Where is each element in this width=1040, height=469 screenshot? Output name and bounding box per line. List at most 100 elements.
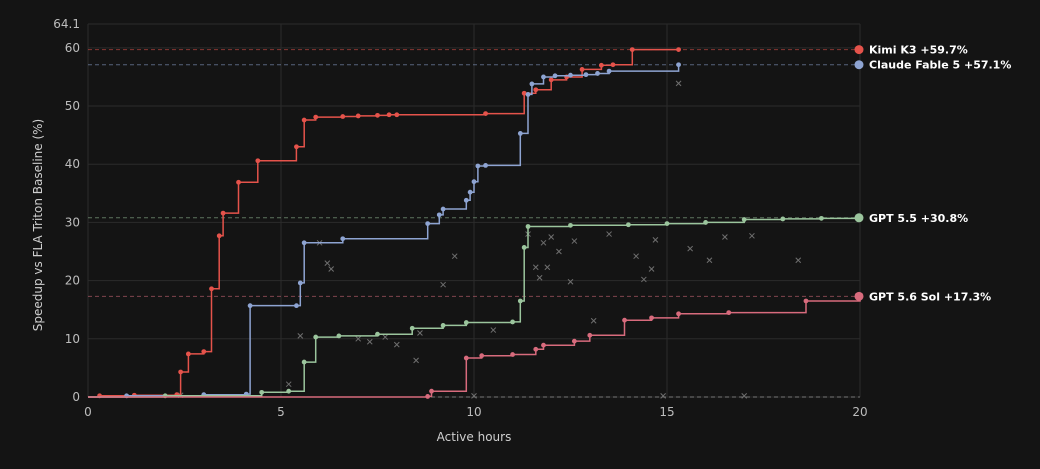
series-point bbox=[587, 332, 593, 338]
series-point bbox=[425, 221, 431, 226]
legend-marker bbox=[854, 45, 864, 55]
series-point bbox=[626, 222, 631, 228]
legend-item: Claude Fable 5 +57.1% bbox=[854, 59, 1011, 72]
marker-stroke bbox=[417, 330, 423, 336]
series-point bbox=[301, 117, 307, 123]
marker-stroke bbox=[471, 392, 477, 399]
series-point bbox=[340, 236, 346, 242]
marker-stroke bbox=[393, 341, 400, 348]
rejected-attempt-marker bbox=[490, 327, 497, 333]
rejected-attempt-marker bbox=[706, 257, 713, 264]
rejected-attempt-marker bbox=[640, 276, 647, 283]
marker-stroke bbox=[648, 266, 655, 272]
rejected-attempt-marker bbox=[328, 266, 335, 272]
series-point bbox=[255, 158, 261, 164]
grid bbox=[87, 23, 861, 398]
x-tick-label: 10 bbox=[466, 405, 481, 419]
rejected-attempt-marker bbox=[749, 232, 755, 239]
series-point bbox=[475, 163, 481, 169]
series-point bbox=[313, 334, 319, 340]
series-point bbox=[525, 92, 531, 97]
series-point bbox=[598, 62, 604, 68]
series-point bbox=[676, 311, 681, 317]
legend: Kimi K3 +59.7% Claude Fable 5 +57.1% GPT 5… bbox=[854, 44, 1011, 303]
rejected-attempt-marker bbox=[382, 334, 389, 340]
marker-stroke bbox=[660, 392, 666, 399]
x-tick-label: 15 bbox=[659, 405, 674, 419]
series-point bbox=[676, 62, 681, 68]
series-point bbox=[355, 113, 361, 119]
marker-stroke bbox=[451, 253, 458, 260]
series-point bbox=[216, 233, 222, 239]
series-point bbox=[664, 221, 670, 226]
marker-stroke bbox=[490, 327, 497, 333]
series-point bbox=[201, 349, 207, 355]
rejected-attempt-marker bbox=[324, 260, 331, 267]
y-tick-label: 40 bbox=[65, 157, 80, 171]
series-point bbox=[517, 130, 523, 136]
series-point bbox=[541, 74, 546, 80]
series-point bbox=[606, 68, 612, 74]
rejected-attempt-marker bbox=[440, 281, 446, 288]
series-point bbox=[583, 72, 589, 78]
y-tick-label: 10 bbox=[65, 332, 80, 346]
series-point bbox=[301, 240, 307, 246]
x-tick-label: 0 bbox=[84, 405, 92, 419]
series-point bbox=[568, 72, 573, 78]
series-point bbox=[521, 90, 527, 96]
series-point bbox=[479, 353, 485, 359]
series-point bbox=[571, 338, 577, 344]
marker-stroke bbox=[706, 257, 713, 264]
series-point bbox=[533, 346, 539, 352]
series-point bbox=[510, 319, 515, 325]
series-point bbox=[220, 210, 226, 216]
marker-stroke bbox=[687, 245, 694, 252]
series-point bbox=[676, 47, 681, 53]
series-point bbox=[463, 355, 469, 361]
series-point bbox=[568, 222, 573, 228]
rejected-attempt-marker bbox=[722, 234, 728, 240]
rejected-attempt-marker bbox=[590, 317, 597, 324]
rejected-attempt-marker bbox=[544, 264, 551, 271]
marker-stroke bbox=[567, 278, 574, 285]
series-point bbox=[436, 212, 442, 218]
series-point bbox=[533, 87, 539, 93]
series-point bbox=[525, 224, 531, 229]
series-point bbox=[703, 220, 708, 225]
marker-stroke bbox=[536, 274, 543, 281]
rejected-attempt-marker bbox=[556, 248, 562, 255]
series-point bbox=[247, 303, 253, 309]
series-point bbox=[467, 189, 473, 195]
series-point bbox=[552, 73, 558, 79]
rejected-attempt-marker bbox=[567, 278, 574, 285]
marker-stroke bbox=[675, 80, 682, 87]
x-tick-label: 5 bbox=[277, 405, 285, 419]
marker-stroke bbox=[548, 234, 555, 240]
series-point bbox=[780, 216, 786, 222]
series-point bbox=[185, 351, 191, 357]
marker-stroke bbox=[652, 237, 659, 243]
series-point bbox=[409, 325, 415, 331]
marker-stroke bbox=[556, 248, 562, 255]
marker-stroke bbox=[606, 231, 612, 237]
series-point bbox=[517, 298, 523, 304]
series-point bbox=[294, 303, 299, 309]
x-tick-label: 20 bbox=[852, 405, 867, 419]
legend-marker bbox=[854, 213, 864, 223]
series-point bbox=[649, 315, 654, 321]
series-point bbox=[529, 81, 535, 87]
legend-label: Claude Fable 5 +57.1% bbox=[869, 59, 1011, 72]
series-point bbox=[286, 388, 292, 394]
series-point bbox=[375, 331, 380, 337]
series-point bbox=[726, 310, 732, 316]
marker-stroke bbox=[328, 266, 335, 272]
rejected-attempt-marker bbox=[451, 253, 458, 260]
legend-marker bbox=[854, 60, 864, 70]
y-tick-label: 20 bbox=[65, 274, 80, 288]
series-point bbox=[259, 389, 265, 395]
rejected-attempt-marker bbox=[675, 80, 682, 87]
series-point bbox=[579, 66, 585, 72]
y-tick-label: 30 bbox=[65, 215, 80, 229]
rejected-attempt-marker bbox=[417, 330, 423, 336]
